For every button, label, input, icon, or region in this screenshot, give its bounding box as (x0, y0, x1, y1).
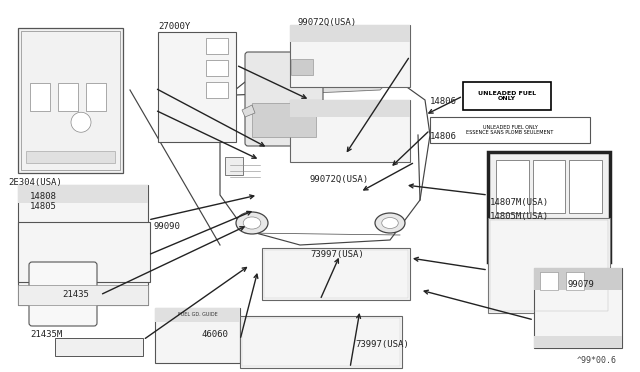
Text: ^99*00.6: ^99*00.6 (577, 356, 617, 365)
Bar (18, 285, 148, 305)
Bar (570, 160, 602, 213)
Bar (18, 185, 148, 305)
Bar (262, 248, 410, 300)
Bar (488, 218, 610, 313)
Bar (540, 272, 558, 289)
Bar (21, 31, 120, 170)
Text: 99090: 99090 (153, 222, 180, 231)
FancyBboxPatch shape (29, 262, 97, 326)
Bar (566, 272, 584, 289)
Bar (252, 103, 316, 137)
Bar (86, 83, 106, 111)
Text: 73997(USA): 73997(USA) (310, 250, 364, 259)
Text: 2E304(USA): 2E304(USA) (8, 178, 61, 187)
Bar (488, 152, 610, 262)
Text: 21435: 21435 (62, 290, 89, 299)
Bar (206, 38, 228, 54)
Bar (18, 185, 148, 203)
Bar (290, 25, 410, 42)
Bar (242, 318, 400, 366)
Bar (534, 268, 622, 291)
Text: FUEL GD. GUIDE: FUEL GD. GUIDE (178, 312, 218, 317)
Circle shape (71, 112, 91, 132)
Bar (18, 222, 150, 282)
Bar (532, 160, 565, 213)
Polygon shape (260, 75, 390, 95)
Bar (290, 100, 410, 117)
Text: 14806: 14806 (430, 132, 457, 141)
Ellipse shape (243, 217, 261, 229)
Text: 99072Q(USA): 99072Q(USA) (310, 175, 369, 184)
Text: 14806: 14806 (430, 97, 457, 106)
Bar (290, 100, 410, 162)
Bar (264, 250, 408, 298)
Bar (206, 60, 228, 76)
Bar (206, 82, 228, 98)
Bar (534, 336, 622, 348)
Bar (240, 316, 402, 368)
Ellipse shape (236, 212, 268, 234)
Text: 21435M: 21435M (30, 330, 62, 339)
Text: 14807M(USA): 14807M(USA) (490, 198, 549, 207)
Text: 73997(USA): 73997(USA) (355, 340, 409, 349)
Text: 14805M(USA): 14805M(USA) (490, 212, 549, 221)
Polygon shape (220, 65, 430, 245)
Text: 99079: 99079 (568, 280, 595, 289)
Text: 46060: 46060 (202, 330, 229, 339)
Bar (496, 160, 529, 213)
Bar (490, 220, 608, 311)
Text: UNLEADED FUEL ONLY
ESSENCE SANS PLOMB SEULEMENT: UNLEADED FUEL ONLY ESSENCE SANS PLOMB SE… (467, 125, 554, 135)
Bar (291, 59, 313, 75)
Bar (55, 338, 143, 356)
Ellipse shape (375, 213, 405, 233)
Bar (155, 308, 240, 322)
Bar (225, 157, 243, 175)
Bar (30, 83, 50, 111)
Text: 14805: 14805 (30, 202, 57, 211)
Bar (463, 82, 551, 110)
Bar (26, 151, 115, 163)
Ellipse shape (381, 218, 398, 228)
FancyBboxPatch shape (245, 52, 323, 146)
Bar (430, 117, 590, 143)
Bar (290, 25, 410, 87)
Bar (158, 32, 236, 142)
Bar (155, 308, 240, 363)
Text: UNLEADED FUEL
ONLY: UNLEADED FUEL ONLY (478, 91, 536, 102)
Text: 27000Y: 27000Y (158, 22, 190, 31)
Text: 99072Q(USA): 99072Q(USA) (298, 18, 357, 27)
Bar (18, 28, 123, 173)
Bar (58, 83, 78, 111)
Bar (534, 268, 622, 348)
Polygon shape (242, 105, 255, 117)
Text: 14808: 14808 (30, 192, 57, 201)
